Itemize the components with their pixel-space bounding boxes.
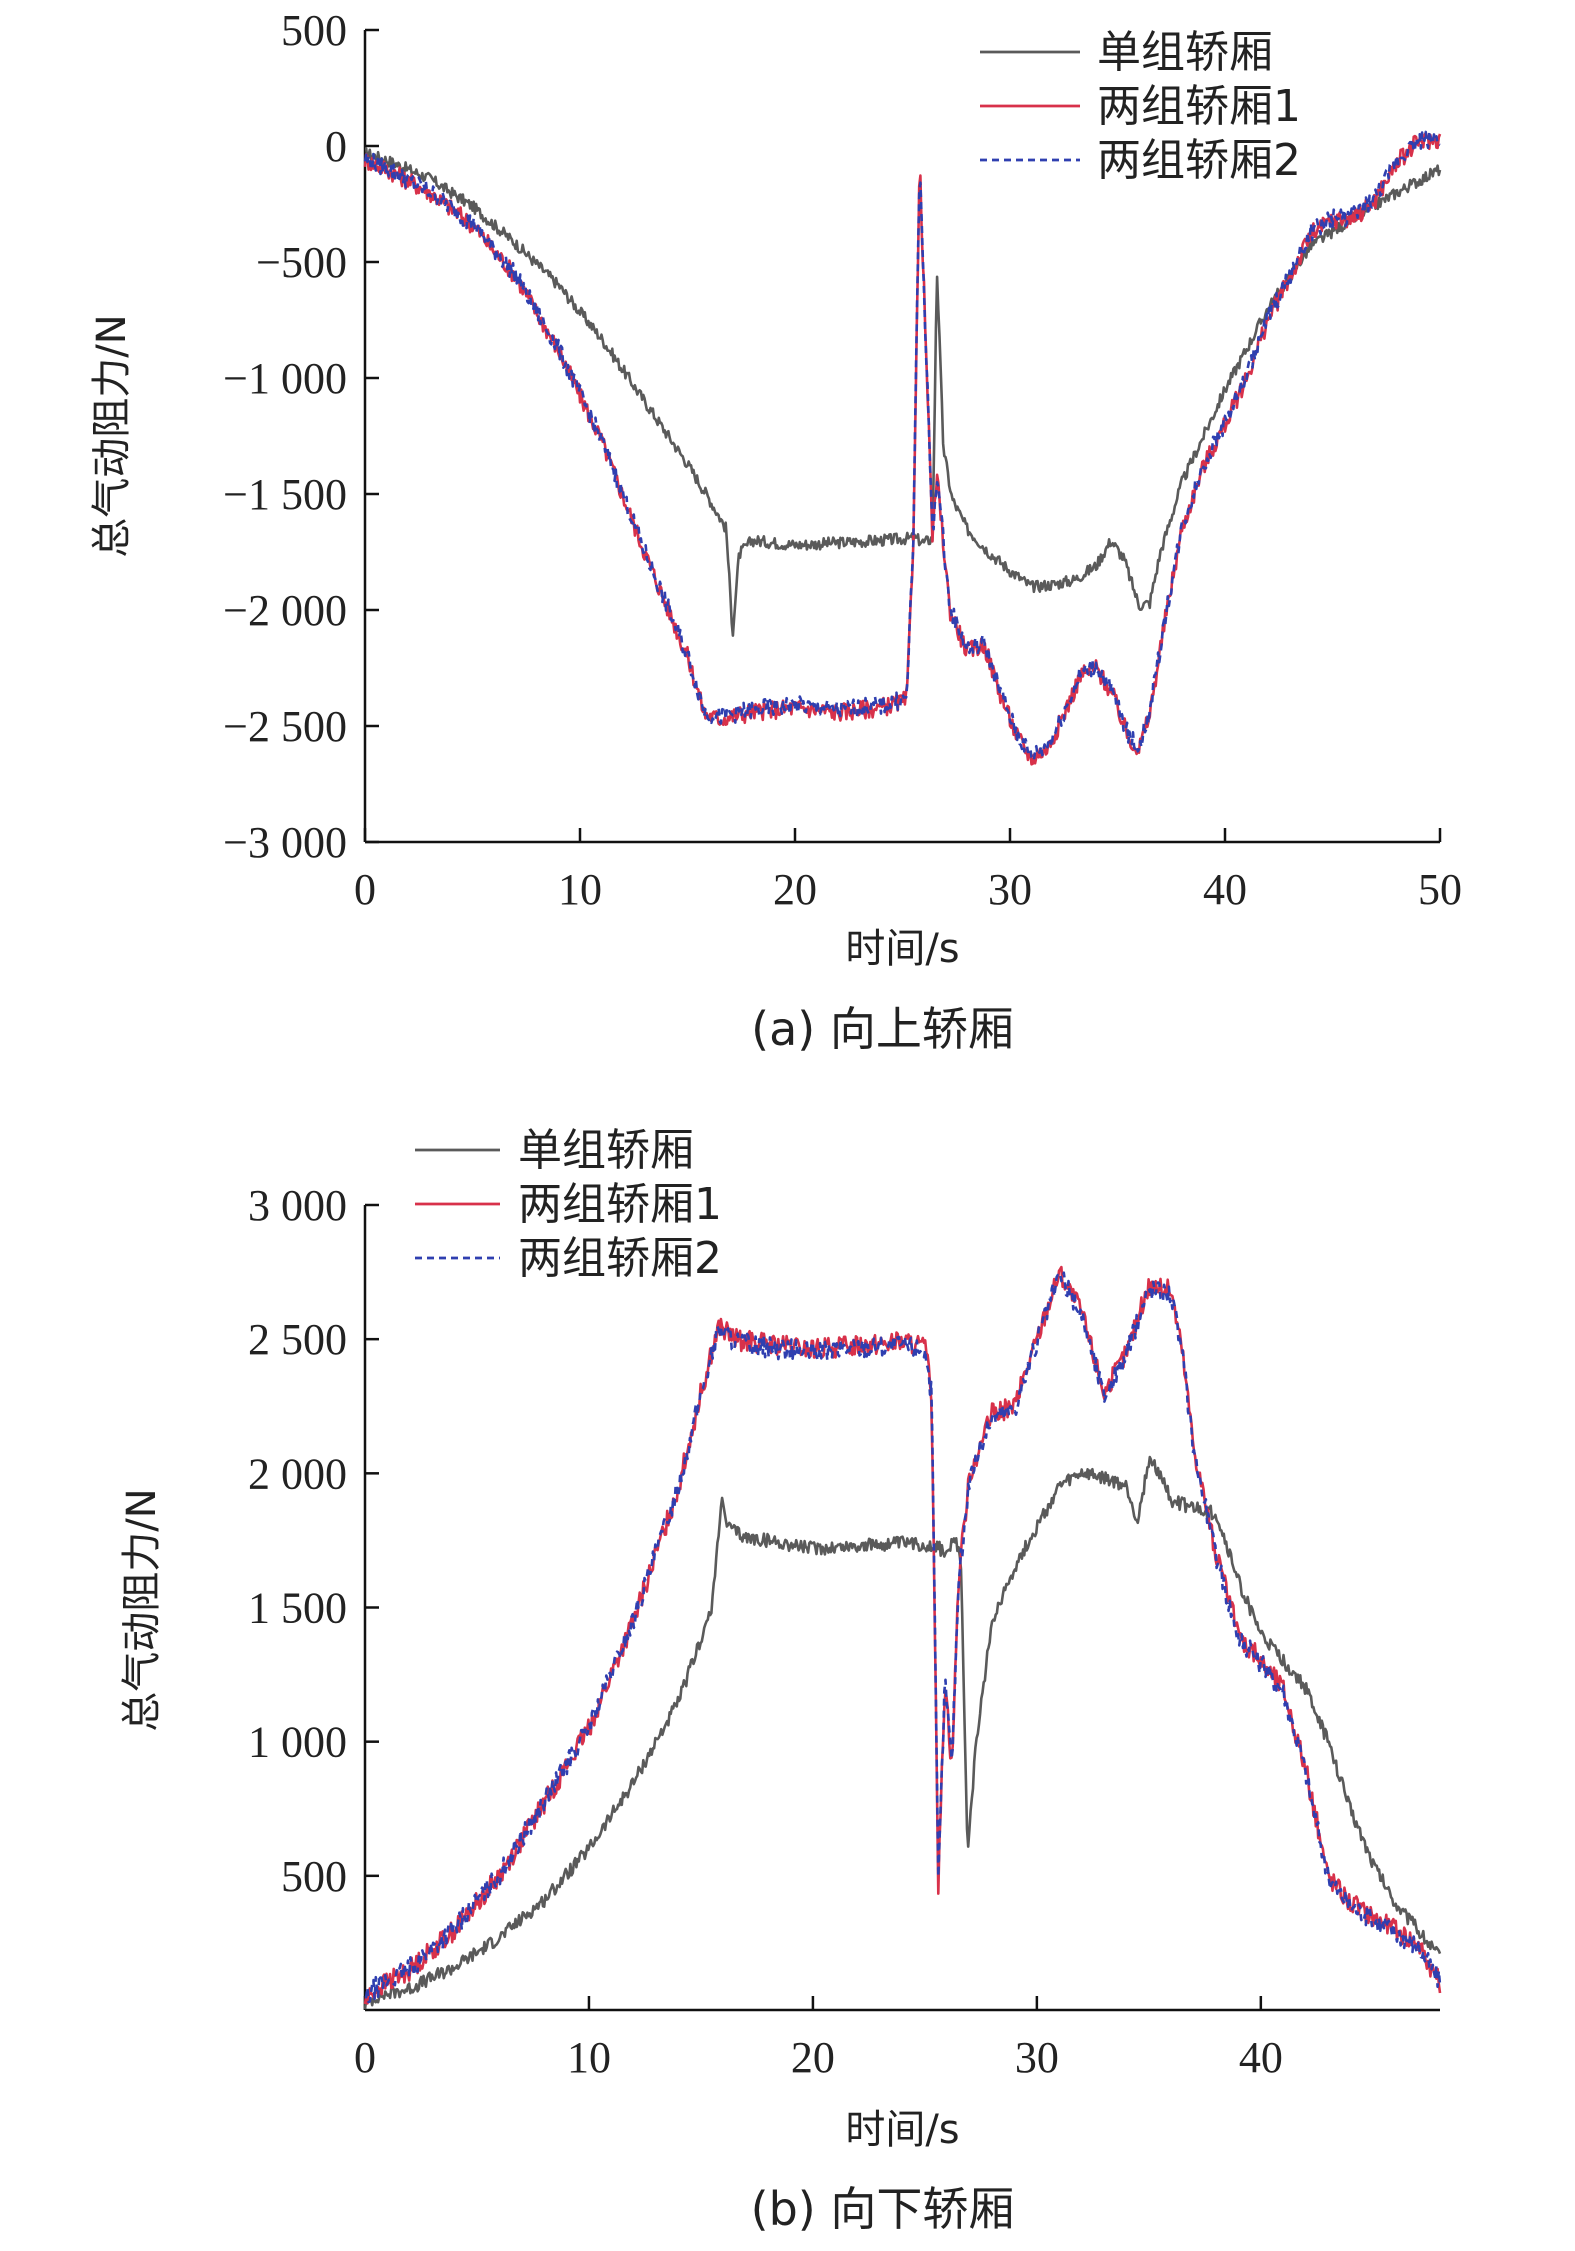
legend-label: 两组轿厢1 bbox=[518, 1179, 722, 1230]
y-tick-label: −500 bbox=[256, 238, 347, 287]
x-tick-label: 40 bbox=[1239, 2033, 1283, 2082]
y-tick-label: 2 000 bbox=[248, 1449, 347, 1498]
x-tick-label: 20 bbox=[791, 2033, 835, 2082]
chart-caption: (b) 向下轿厢 bbox=[751, 2182, 1015, 2236]
y-tick-label: 500 bbox=[281, 6, 347, 55]
y-tick-label: 1 500 bbox=[248, 1584, 347, 1633]
chart-upward-car: 0 10 20 30 40 50 500 0 −500 −1 000 −1 500 −2 000 −2 … bbox=[89, 6, 1462, 1056]
y-tick-label: −1 500 bbox=[223, 470, 347, 519]
x-tick-label: 0 bbox=[354, 865, 376, 914]
y-tick-label: −2 000 bbox=[223, 586, 347, 635]
y-tick-label: 2 500 bbox=[248, 1315, 347, 1364]
legend-label: 两组轿厢2 bbox=[1097, 135, 1301, 186]
legend-label: 两组轿厢1 bbox=[1097, 81, 1301, 132]
y-tick-label: 500 bbox=[281, 1852, 347, 1901]
series-line bbox=[363, 1455, 1442, 2010]
legend-label: 单组轿厢 bbox=[1097, 27, 1273, 78]
legend-label: 两组轿厢2 bbox=[518, 1233, 722, 1284]
x-tick-label: 0 bbox=[354, 2033, 376, 2082]
legend-label: 单组轿厢 bbox=[518, 1125, 694, 1176]
chart-downward-car: 0 10 20 30 40 500 1 000 1 500 2 000 2 500 3 000 时间/… bbox=[119, 1125, 1442, 2236]
chart-caption: (a) 向上轿厢 bbox=[751, 1002, 1014, 1056]
y-axis-title: 总气动阻力/N bbox=[89, 314, 135, 557]
series-line bbox=[363, 131, 1442, 766]
series-line bbox=[364, 147, 1442, 637]
x-axis-title: 时间/s bbox=[845, 926, 959, 972]
series-line bbox=[363, 1265, 1442, 2005]
y-tick-label: 0 bbox=[325, 122, 347, 171]
y-tick-label: 1 000 bbox=[248, 1718, 347, 1767]
x-tick-label: 10 bbox=[567, 2033, 611, 2082]
x-tick-label: 50 bbox=[1418, 865, 1462, 914]
y-tick-label: 3 000 bbox=[248, 1181, 347, 1230]
x-axis-title: 时间/s bbox=[845, 2107, 959, 2153]
y-axis-title: 总气动阻力/N bbox=[119, 1488, 165, 1731]
y-tick-label: −3 000 bbox=[223, 818, 347, 867]
series-line bbox=[363, 130, 1441, 762]
series-line bbox=[364, 1271, 1442, 2004]
x-tick-label: 20 bbox=[773, 865, 817, 914]
x-tick-label: 30 bbox=[988, 865, 1032, 914]
y-tick-label: −1 000 bbox=[223, 354, 347, 403]
y-tick-label: −2 500 bbox=[223, 702, 347, 751]
x-tick-label: 40 bbox=[1203, 865, 1247, 914]
x-tick-label: 10 bbox=[558, 865, 602, 914]
x-tick-label: 30 bbox=[1015, 2033, 1059, 2082]
